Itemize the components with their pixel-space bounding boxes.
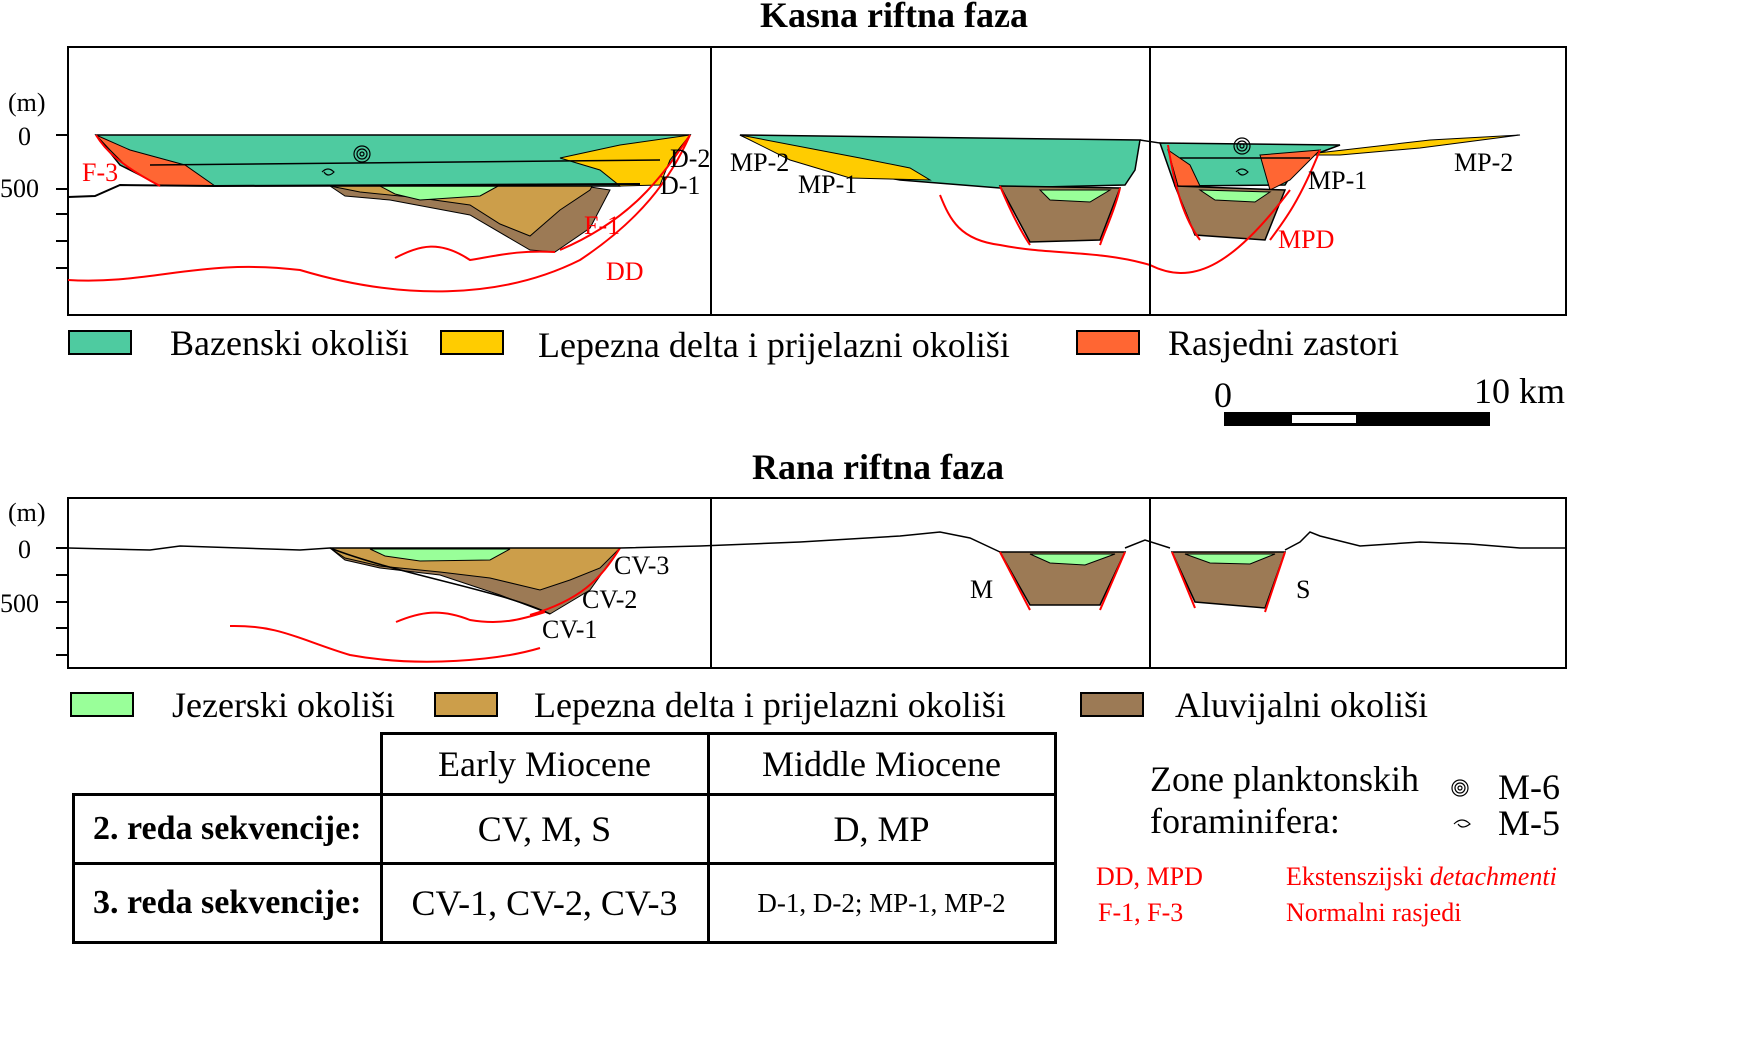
label-mp1-left: MP-1 [798, 170, 858, 199]
m6-symbol-icon [353, 145, 371, 163]
legend-swatch-lake [70, 692, 134, 717]
topography-line [1124, 539, 1171, 549]
table-row-label: 2. reda sekvencije: [72, 793, 383, 865]
fault-apron-fill [1167, 148, 1201, 187]
legend-label-fan-delta-early: Lepezna delta i prijelazni okoliši [534, 685, 1006, 725]
foraminifera-title-line2: foraminifera: [1150, 801, 1340, 841]
fault-legend-codes-1: DD, MPD [1096, 862, 1203, 891]
legend-swatch-fan-delta [440, 330, 504, 355]
legend-swatch-basin [68, 330, 132, 355]
label-cv3: CV-3 [614, 551, 670, 580]
label-dd: DD [606, 257, 644, 286]
fan-delta-fill [1299, 134, 1521, 156]
alluvial-fill [1170, 551, 1287, 609]
m6-symbol-icon [1233, 137, 1251, 155]
foraminifera-title-line1: Zone planktonskih [1150, 759, 1419, 799]
fan-delta-fill [739, 134, 932, 181]
legend-swatch-alluvial [1080, 692, 1144, 717]
late-y-tick-0: 0 [18, 122, 31, 151]
m5-symbol-icon [1235, 168, 1249, 176]
label-mp2-right: MP-2 [1454, 148, 1514, 177]
late-phase-section [56, 46, 1567, 316]
legend-label-fault-apron: Rasjedni zastori [1168, 323, 1399, 363]
lake-fill [369, 548, 511, 562]
label-mpd: MPD [1278, 225, 1335, 254]
fault-legend-desc-2: Normalni rasjedi [1286, 898, 1462, 927]
table-row-label: 3. reda sekvencije: [72, 862, 383, 944]
legend-label-fan-delta: Lepezna delta i prijelazni okoliši [538, 325, 1010, 365]
early-y-tick-500: 500 [0, 589, 39, 618]
fault-legend-desc-1-plain: Ekstenszijski [1286, 862, 1430, 891]
legend-label-basin: Bazenski okoliši [170, 323, 409, 363]
foraminifera-m6-label: M-6 [1498, 767, 1560, 807]
label-cv1: CV-1 [542, 615, 598, 644]
table-header-row: Early Miocene Middle Miocene [74, 732, 1057, 796]
scale-end: 10 km [1474, 371, 1566, 411]
label-cv2: CV-2 [582, 585, 638, 614]
early-y-tick-0: 0 [18, 535, 31, 564]
table-cell-early: CV-1, CV-2, CV-3 [379, 862, 710, 944]
foraminifera-m5-label: M-5 [1498, 803, 1560, 843]
legend-swatch-fan-delta-early [434, 692, 498, 717]
m6-legend-icon [1451, 779, 1469, 797]
table-corner [74, 734, 382, 795]
label-s: S [1296, 575, 1311, 604]
lake-fill [1029, 553, 1116, 566]
topography-line [67, 531, 1001, 553]
scale-start: 0 [1214, 375, 1232, 415]
table-cell-early: CV, M, S [379, 793, 710, 865]
fault-legend-codes-2: F-1, F-3 [1098, 898, 1184, 927]
early-phase-title: Rana riftna faza [752, 447, 1004, 487]
fault-legend-desc-1-italic: detachmenti [1429, 862, 1557, 891]
late-y-unit: (m) [8, 88, 46, 117]
label-d1: D-1 [660, 171, 701, 200]
table-header-middle: Middle Miocene [706, 732, 1057, 796]
label-m: M [970, 575, 994, 604]
m5-legend-icon [1453, 819, 1471, 828]
late-phase-title: Kasna riftna faza [760, 0, 1028, 35]
table-cell-middle: D, MP [706, 793, 1057, 865]
early-y-unit: (m) [8, 498, 46, 527]
label-mp1-right: MP-1 [1308, 166, 1368, 195]
legend-label-alluvial: Aluvijalni okoliši [1175, 685, 1429, 725]
alluvial-fill [998, 551, 1127, 606]
early-phase-section [56, 497, 1567, 669]
late-y-tick-500: 500 [0, 174, 39, 203]
lake-fill [1184, 553, 1276, 565]
table-row: 3. reda sekvencije: CV-1, CV-2, CV-3 D-1… [72, 862, 1057, 944]
fault-apron-fill [1259, 149, 1322, 191]
legend-swatch-fault-apron [1076, 330, 1140, 355]
table-cell-middle: D-1, D-2; MP-1, MP-2 [706, 862, 1057, 944]
label-f3: F-3 [82, 158, 119, 187]
lake-fill [1198, 189, 1272, 203]
label-f1: F-1 [584, 211, 621, 240]
m5-symbol-icon [321, 168, 335, 176]
table-header-early: Early Miocene [379, 732, 710, 796]
sequence-table: Early Miocene Middle Miocene 2. reda sek… [72, 732, 1057, 944]
topography-line [1284, 531, 1566, 551]
fault-legend-desc-1: Ekstenszijski detachmenti [1286, 862, 1557, 892]
label-d2: D-2 [670, 144, 711, 173]
legend-label-lake: Jezerski okoliši [172, 685, 395, 725]
table-row: 2. reda sekvencije: CV, M, S D, MP [72, 793, 1057, 865]
scale-bar-segment [1292, 415, 1356, 423]
scale-bar [1224, 412, 1490, 426]
label-mp2-left: MP-2 [730, 148, 790, 177]
lake-fill [1038, 189, 1112, 203]
